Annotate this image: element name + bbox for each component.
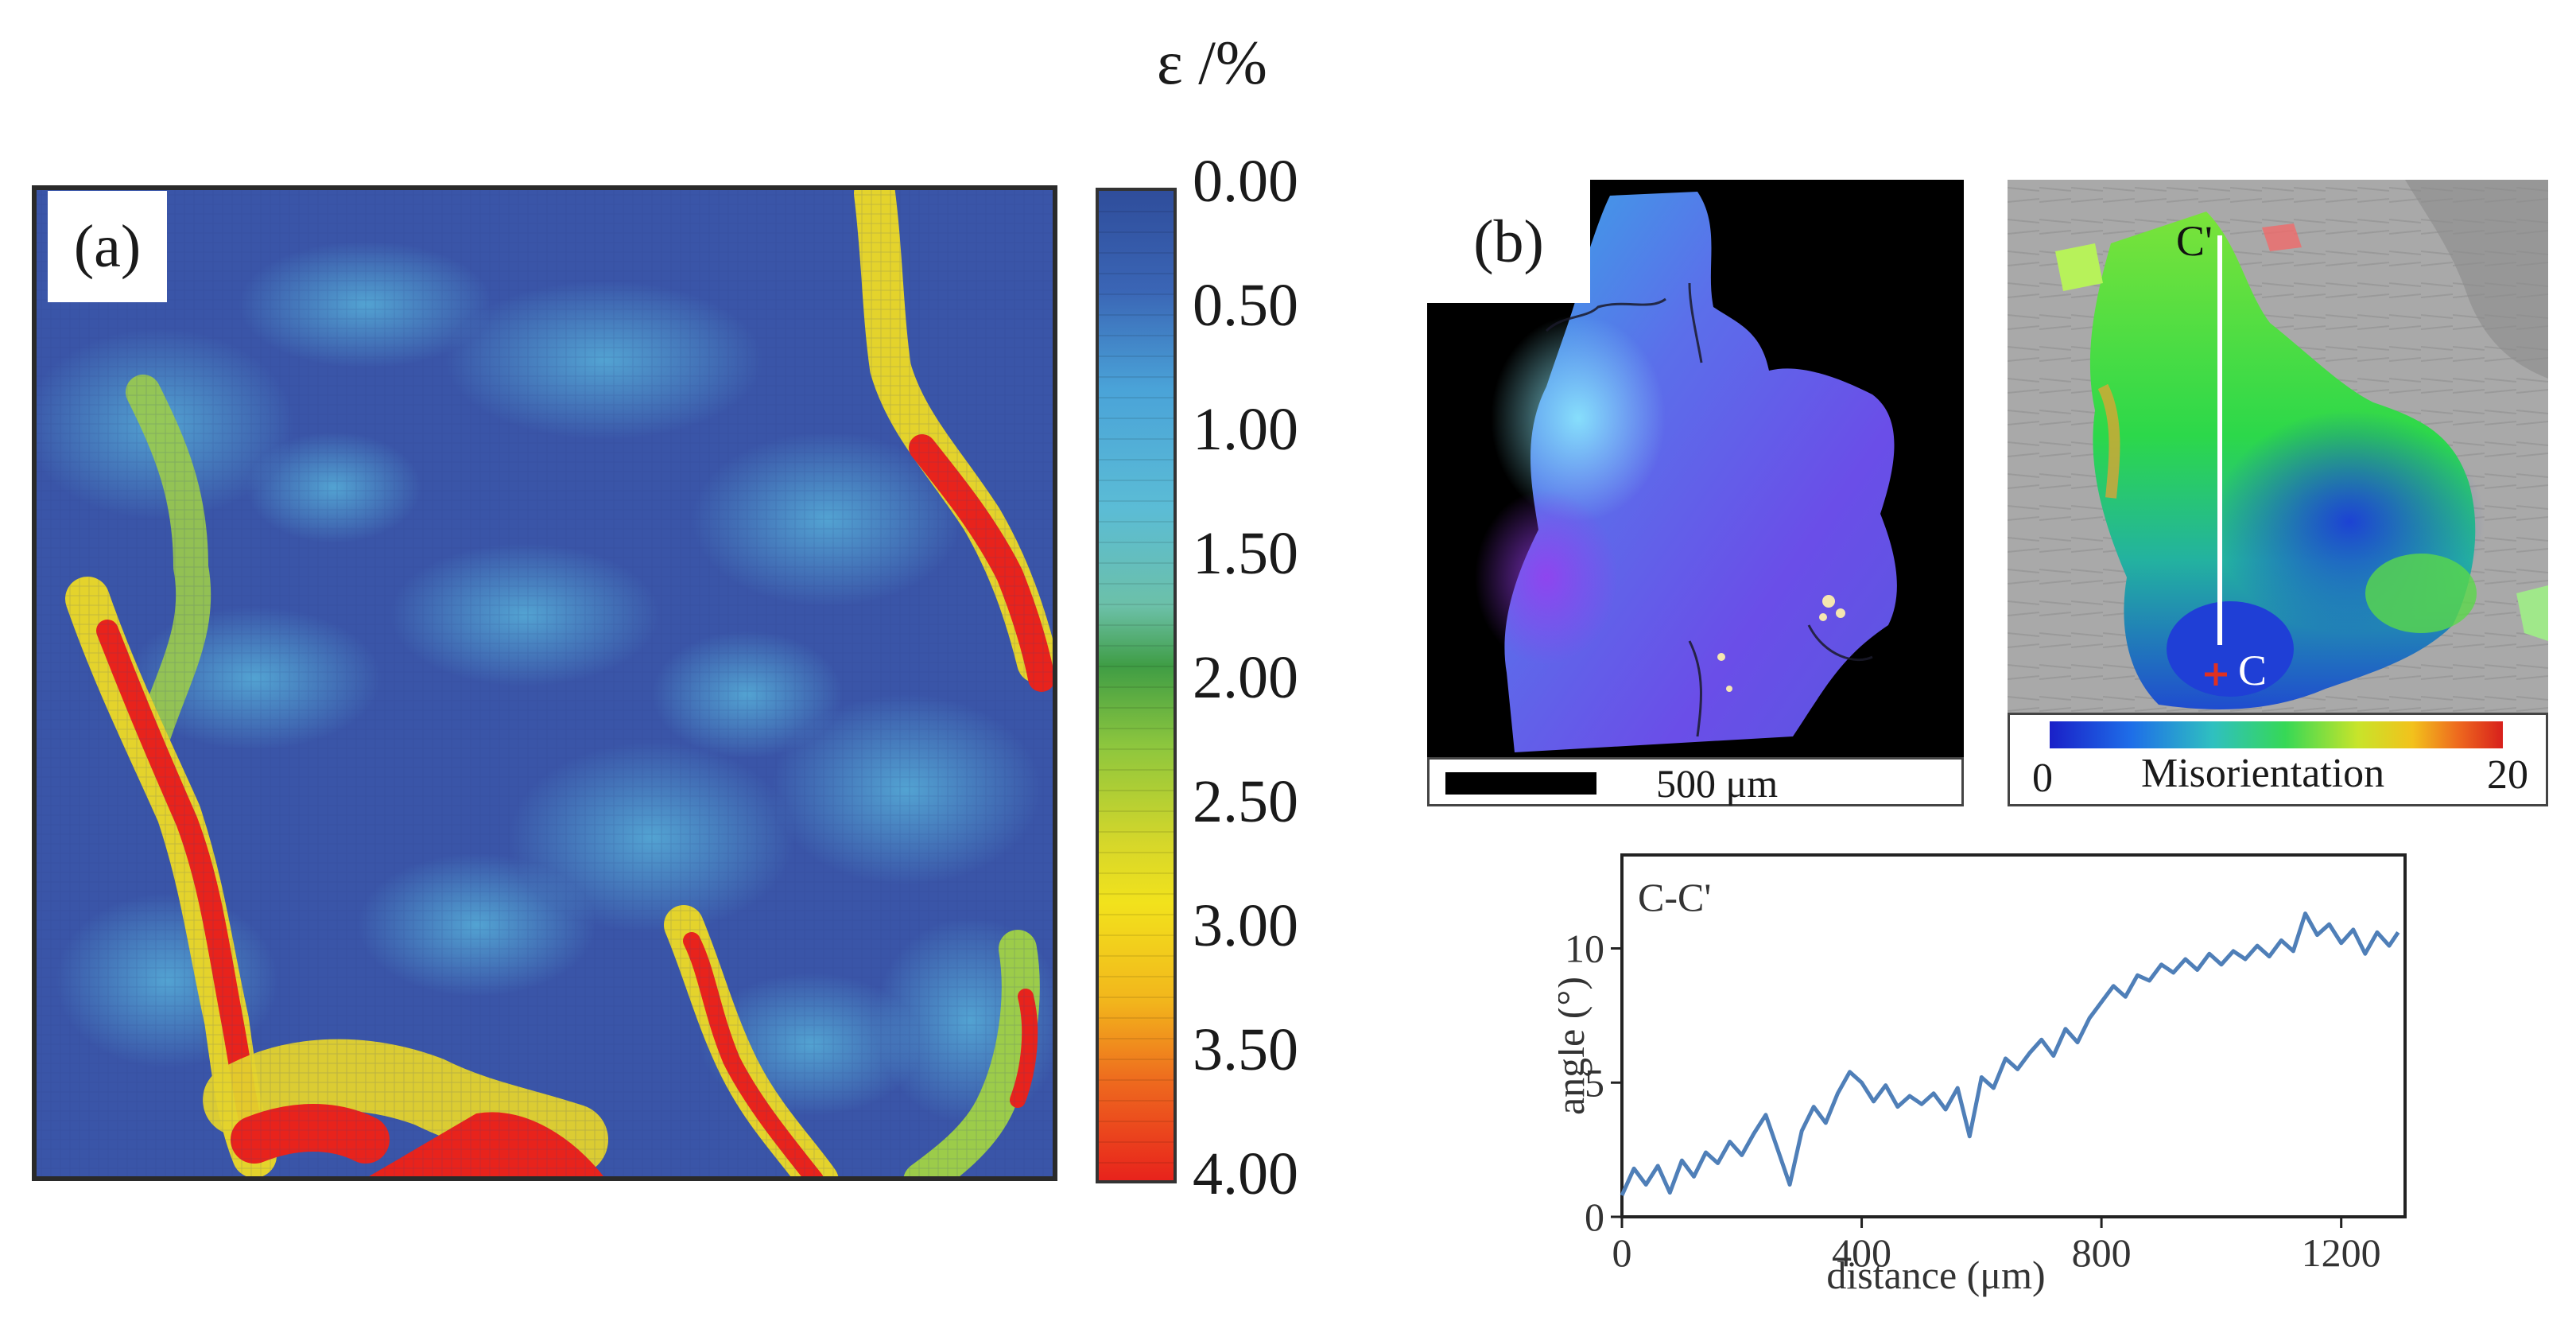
y-tick-label: 10 (1565, 927, 1604, 971)
panel-b-label: (b) (1427, 180, 1590, 303)
panel-a-label: (a) (48, 191, 167, 302)
misorientation-min: 0 (2032, 756, 2053, 801)
y-axis-label: angle (°) (1558, 977, 1593, 1115)
point-c-marker (2205, 663, 2227, 686)
colorbar-tick: 4.00 (1193, 1140, 1298, 1207)
strain-map-panel (24, 173, 1065, 1201)
colorbar-tick: 1.50 (1193, 520, 1298, 587)
x-tick-label: 800 (2072, 1230, 2132, 1275)
colorbar-tick: 3.00 (1193, 892, 1298, 959)
plot-frame (1620, 853, 2407, 1218)
colorbar-tick: 0.00 (1193, 148, 1298, 215)
x-tick-label: 1200 (2302, 1230, 2381, 1275)
profile-chart: C-C' 0 400 800 1200 0 5 10 distance (μm) angl… (1548, 843, 2425, 1304)
data-series-line (1620, 911, 2400, 1197)
x-axis-label: distance (μm) (1826, 1253, 2045, 1297)
strain-map (24, 173, 1065, 1201)
colorbar-tick: 2.00 (1193, 644, 1298, 711)
misorientation-map: C' C (2008, 180, 2548, 713)
x-tick-label: 400 (1832, 1230, 1891, 1275)
misorientation-colorbar-box: 0 Misorientation 20 (2008, 713, 2548, 806)
colorbar-tick: 0.50 (1193, 272, 1298, 339)
scale-bar-box: 500 μm (1427, 757, 1964, 806)
colorbar-tick: 3.50 (1193, 1016, 1298, 1083)
point-c-prime-label: C' (2176, 217, 2213, 265)
point-c-label: C (2238, 647, 2268, 694)
colorbar-tick: 2.50 (1193, 768, 1298, 835)
misorientation-label: Misorientation (2141, 751, 2385, 796)
misorientation-colorbar (2050, 721, 2503, 748)
scale-bar-label: 500 μm (1656, 761, 1779, 806)
misorientation-max: 20 (2487, 752, 2528, 798)
colorbar-tick: 1.00 (1193, 396, 1298, 463)
colorbar-title: ε /% (1157, 28, 1267, 97)
x-tick-label: 0 (1612, 1230, 1632, 1275)
scale-bar (1445, 772, 1596, 795)
strain-colorbar (1096, 188, 1177, 1183)
y-tick-label: 0 (1585, 1195, 1604, 1239)
y-tick-label: 5 (1585, 1060, 1604, 1105)
chart-title: C-C' (1638, 875, 1711, 919)
